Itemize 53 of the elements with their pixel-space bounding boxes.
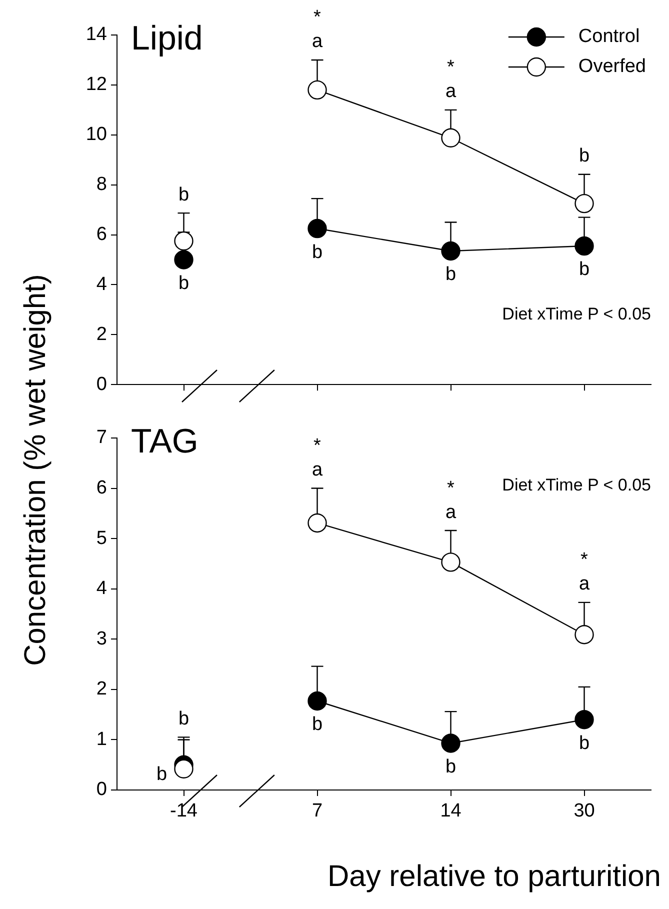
y-tick-label: 2 <box>96 678 107 700</box>
point <box>308 691 327 711</box>
y-tick-label: 7 <box>96 427 107 448</box>
y-axis-title: Concentration (% wet weight) <box>18 274 53 666</box>
x-axis-title: Day relative to parturition <box>328 860 661 894</box>
annotation: b <box>178 708 190 730</box>
point <box>174 759 194 778</box>
y-tick-label: 6 <box>96 478 107 499</box>
y-tick-label: 0 <box>96 374 107 395</box>
x-tick-label: 30 <box>574 800 595 822</box>
point <box>441 128 460 148</box>
y-tick-label: 12 <box>86 74 107 96</box>
y-tick-label: 1 <box>96 728 107 750</box>
point <box>308 218 327 238</box>
x-tick-label: 14 <box>440 800 462 822</box>
y-tick-label: 4 <box>96 578 108 600</box>
y-tick-label: 6 <box>96 224 107 246</box>
y-tick-label: 5 <box>96 528 107 549</box>
legend-label: Overfed <box>578 56 646 78</box>
x-tick-label: 7 <box>312 800 323 822</box>
point <box>441 241 460 261</box>
point <box>441 734 460 753</box>
annotation: * a <box>578 550 590 595</box>
y-tick-label: 10 <box>86 124 107 146</box>
y-tick-label: 3 <box>96 628 107 650</box>
annotation: * a <box>445 478 456 523</box>
annotation: b <box>445 264 456 286</box>
chart-title: TAG <box>131 422 198 460</box>
annotation: b <box>178 272 190 294</box>
y-tick-label: 14 <box>86 24 108 46</box>
annotation: b <box>178 184 190 206</box>
x-tick-label: -14 <box>170 800 198 822</box>
y-tick-label: 2 <box>96 324 107 345</box>
annotation: b <box>578 146 590 167</box>
annotation: b <box>578 732 590 754</box>
y-tick-label: 0 <box>96 779 107 800</box>
chart-title: Lipid <box>131 19 203 58</box>
point <box>574 710 594 730</box>
annotation: b <box>312 714 323 736</box>
annotation: * a <box>445 57 456 102</box>
annotation: Diet xTime P < 0.05 <box>502 476 651 495</box>
annotation: * a <box>312 436 323 481</box>
point <box>174 250 194 270</box>
annotation: b <box>312 242 323 263</box>
legend-label: Control <box>578 26 640 48</box>
y-tick-label: 4 <box>96 274 108 295</box>
annotation: Diet xTime P < 0.05 <box>502 304 651 324</box>
point <box>574 236 594 256</box>
annotation: b <box>445 756 456 778</box>
annotation: * a <box>312 7 323 52</box>
y-tick-label: 8 <box>96 174 107 196</box>
annotation: b <box>156 764 168 786</box>
annotation: b <box>578 259 590 280</box>
